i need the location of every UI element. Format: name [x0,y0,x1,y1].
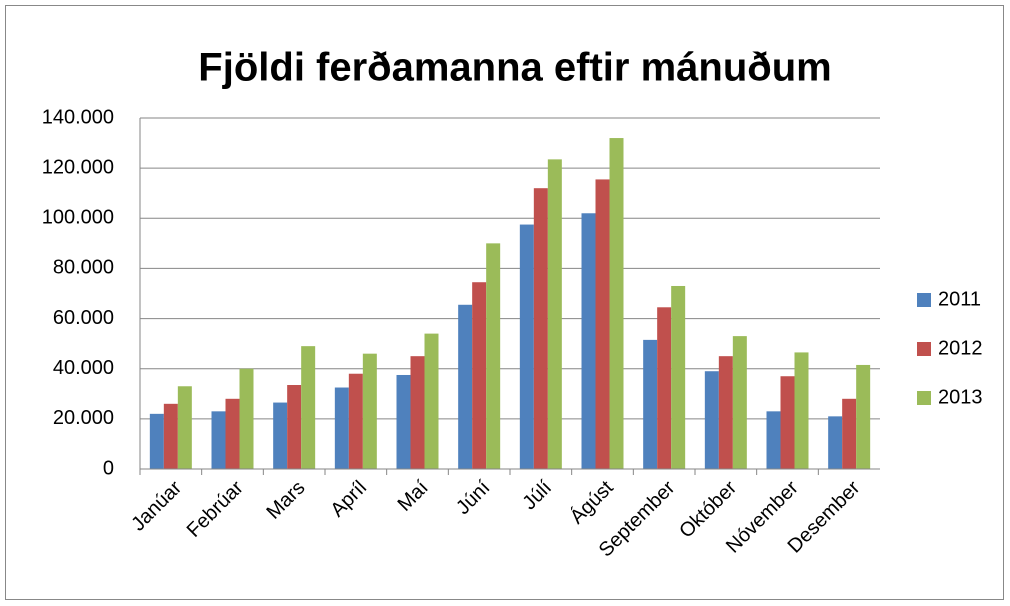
bar [334,387,349,469]
bar [211,411,226,469]
bar [273,402,288,469]
bar [348,373,363,469]
bar [842,398,857,469]
y-tick-label: 80.000 [53,257,114,279]
bar [519,224,534,469]
y-tick-label: 120.000 [42,156,114,178]
bar [704,371,719,469]
bar [780,376,795,469]
bar [766,411,781,469]
chart-title: Fjöldi ferðamanna eftir mánuðum [198,46,831,90]
bar [396,374,411,469]
bar [533,188,548,469]
bar [856,364,871,469]
bar [424,333,439,469]
bar [732,336,747,469]
bar [225,398,240,469]
bar [239,368,254,469]
bar [657,307,672,469]
y-tick-label: 0 [103,457,114,479]
bar [609,138,624,470]
bar [547,159,562,469]
legend-label: 2011 [938,288,981,310]
y-tick-label: 100.000 [42,207,114,229]
y-tick-label: 140.000 [42,106,114,128]
bar [828,416,843,469]
bar [643,339,658,469]
legend-swatch [917,391,931,405]
y-tick-label: 40.000 [53,357,114,379]
legend-swatch [917,342,931,356]
bar [794,352,809,469]
y-tick-label: 60.000 [53,307,114,329]
bar [410,356,425,469]
bar [581,213,596,469]
y-tick-label: 20.000 [53,407,114,429]
bar [718,356,733,469]
chart-border [5,5,1004,600]
legend-label: 2013 [938,386,983,408]
bar [362,353,377,469]
bar [301,346,316,469]
bar [458,304,473,469]
bar [486,243,501,469]
bar [595,179,610,470]
bar [287,385,302,469]
bar [177,386,192,469]
bar [472,282,487,469]
bar [163,403,178,469]
bar [149,413,164,469]
legend-label: 2012 [938,337,983,359]
bar [671,285,686,469]
legend-swatch [917,293,931,307]
